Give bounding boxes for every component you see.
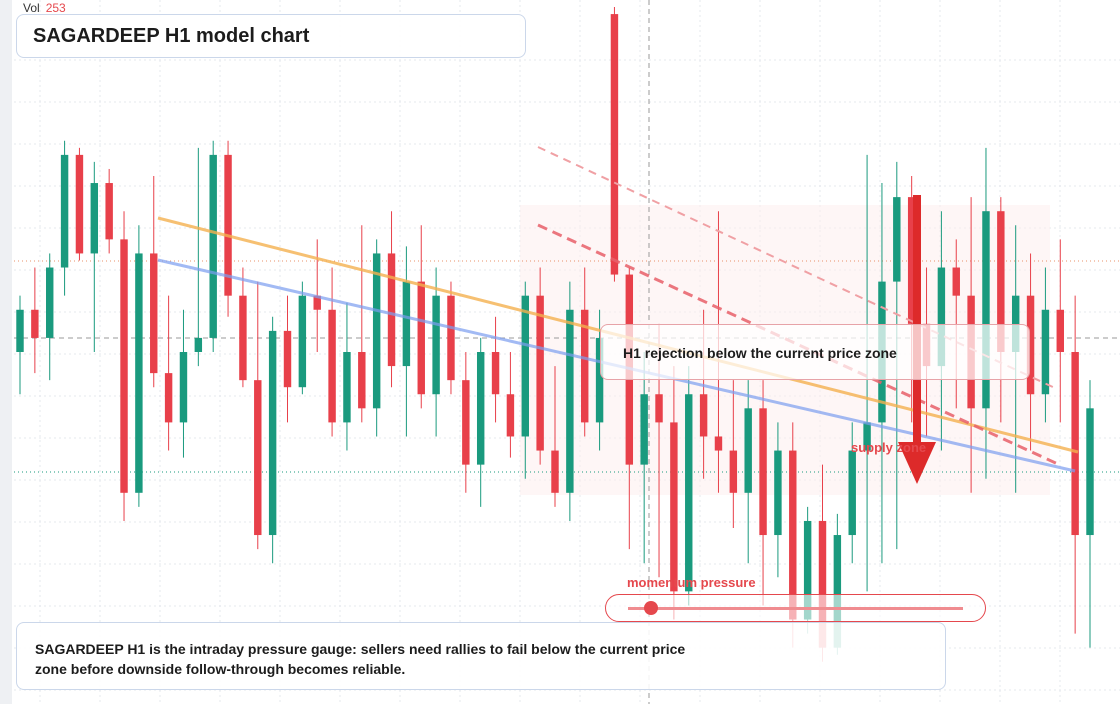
candle-body	[774, 450, 782, 536]
volume-readout: Vol 253	[23, 1, 66, 15]
candle-body	[506, 394, 515, 437]
candle-body	[699, 394, 708, 437]
candle-body	[759, 408, 767, 536]
candle-body	[566, 309, 574, 493]
candle-body	[581, 309, 589, 423]
candle-body	[744, 408, 752, 493]
candle-body	[462, 380, 470, 465]
candle-body	[610, 14, 619, 275]
candle-body	[358, 352, 366, 409]
candle-body	[833, 535, 842, 648]
candle-body	[432, 295, 440, 395]
candle-body	[417, 281, 425, 395]
candle-body	[328, 309, 336, 423]
candle-body	[239, 295, 247, 381]
arrow-head	[898, 442, 936, 484]
channel-line	[537, 146, 1056, 389]
candle-body	[997, 211, 1005, 352]
candle-body	[789, 450, 797, 620]
candle-body	[1056, 309, 1064, 352]
chart-title: SAGARDEEP H1 model chart	[33, 25, 310, 47]
candle-body	[818, 520, 827, 648]
candle-body	[729, 450, 738, 493]
title-card: SAGARDEEP H1 model chart	[16, 14, 526, 58]
candle-body	[655, 394, 663, 423]
description-card: SAGARDEEP H1 is the intraday pressure ga…	[16, 622, 946, 690]
candle-body	[209, 154, 217, 338]
candle-body	[447, 295, 455, 381]
candle-body	[224, 154, 232, 296]
candle-body	[1071, 352, 1079, 536]
left-strip	[0, 0, 12, 704]
candle-body	[595, 337, 604, 423]
candle-body	[268, 330, 277, 536]
candle-body	[1026, 295, 1035, 395]
candle-body	[313, 295, 321, 310]
candle-body	[491, 352, 500, 395]
candle-body	[937, 267, 946, 367]
candle-body	[714, 436, 723, 451]
callout: H1 rejection below the current price zon…	[600, 324, 1030, 380]
candle-body	[16, 309, 24, 352]
candle-body	[150, 253, 158, 374]
candle-body	[1011, 295, 1020, 352]
candle-body	[1041, 309, 1050, 395]
candle-body	[952, 267, 960, 296]
candle-body	[135, 253, 143, 493]
candle-body	[685, 394, 693, 592]
candle-body	[254, 380, 262, 536]
candle-body	[372, 253, 381, 409]
candle-body	[164, 373, 173, 423]
candle-body	[105, 183, 113, 240]
candle-body	[982, 211, 990, 409]
candle-body	[848, 450, 856, 536]
volume-label: Vol	[23, 1, 40, 15]
candle-body	[298, 295, 307, 388]
candle-body	[194, 337, 203, 352]
candle-body	[343, 352, 351, 423]
candle-body	[31, 309, 39, 338]
candle-body	[90, 183, 99, 254]
candle-body	[670, 422, 678, 592]
candle-body	[120, 239, 128, 493]
candle-body	[893, 197, 901, 282]
candle-body	[907, 197, 916, 324]
zone-label: supply zone	[851, 440, 927, 455]
gauge-label: momentum pressure	[627, 575, 756, 590]
candle-body	[75, 154, 84, 254]
candle-body	[46, 267, 54, 338]
gauge	[605, 594, 986, 622]
volume-value: 253	[45, 1, 66, 15]
gauge-knob	[644, 601, 658, 615]
candle-body	[803, 520, 812, 620]
candle-body	[60, 154, 69, 268]
description: SAGARDEEP H1 is the intraday pressure ga…	[35, 641, 686, 677]
callout-text: H1 rejection below the current price zon…	[623, 345, 897, 361]
candle-body	[179, 352, 188, 423]
candle-body	[863, 422, 871, 451]
candle-body	[640, 394, 648, 465]
candle-body	[402, 281, 411, 367]
candle-body	[476, 352, 485, 465]
gauge-track	[628, 607, 963, 610]
candle-body	[536, 295, 544, 451]
candle-body	[1086, 408, 1094, 536]
candle-body	[387, 253, 396, 367]
candle-body	[521, 295, 529, 437]
candle-body	[551, 450, 559, 493]
candle-body	[283, 330, 292, 388]
